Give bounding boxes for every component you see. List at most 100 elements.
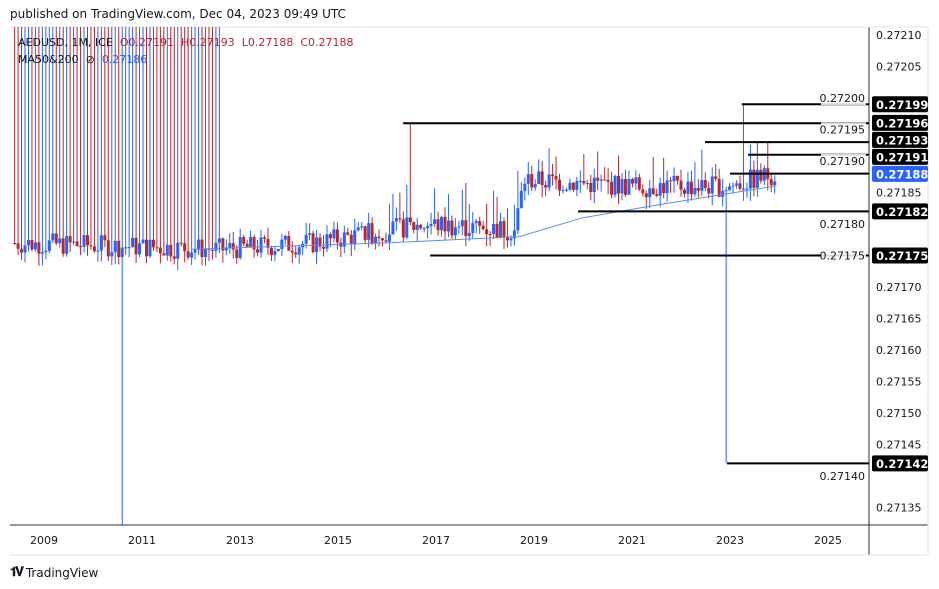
candle-down [623,178,627,195]
candle-up [613,175,617,195]
ohlc-open: O0.27191 [119,36,174,49]
candle-down [769,179,773,186]
y-tick-label-bg [821,122,866,137]
tradingview-brand[interactable]: 𝟏𝐕 TradingView [10,565,98,580]
y-tick-label: 0.27200 [820,92,866,105]
y-tick-label: 0.27175 [820,250,866,263]
candle-down [183,243,187,252]
candle-down [20,248,24,253]
candle-down [79,246,83,248]
candle-up [512,230,516,239]
candle-up [387,234,391,242]
candle-down [717,178,721,197]
candle-up [99,235,103,251]
candle-down [328,234,332,239]
candle-down [256,249,260,253]
candle-up [658,183,662,196]
candle-up [547,174,551,188]
candle-down [606,180,610,182]
level-price-label: 0.27175 [876,249,928,263]
candle-down [245,243,249,247]
candle-down [290,250,294,253]
candle-up [249,237,253,247]
candle-down [554,176,558,180]
candle-down [155,247,159,249]
candle-up [165,244,169,256]
y-tick-label: 0.27185 [876,187,922,200]
candle-up [259,237,263,253]
ma-indicator-label[interactable]: MA50&200 [18,53,79,66]
candle-up [568,182,572,190]
candle-up [422,228,426,230]
price-chart[interactable]: 2009 2011 2013 2015 2017 2019 2021 2023 2025 0.27… [0,0,939,560]
candle-up [283,235,287,240]
candle-down [655,194,659,196]
candle-up [578,180,582,182]
candle-up [710,176,714,194]
level-price-label: 0.27182 [876,205,928,219]
candle-down [207,248,211,250]
candle-down [158,247,162,254]
y-tick-label: 0.27160 [876,344,922,357]
candle-down [335,229,339,243]
candle-up [745,188,749,190]
candle-down [603,179,607,181]
candle-up [433,219,437,224]
eye-icon[interactable]: ⊘ [85,53,95,66]
symbol-info[interactable]: AEDUSD, 1M, ICE [18,36,113,49]
candle-up [592,177,596,193]
candle-down [571,182,575,190]
candle-down [221,238,225,251]
candle-up [471,223,475,234]
candle-down [68,236,72,243]
candle-down [384,240,388,242]
candle-up [672,175,676,182]
candle-up [426,226,430,229]
candle-down [294,252,298,255]
candle-up [492,223,496,235]
y-tick-label-bg [821,248,866,263]
y-tick-label: 0.27190 [820,155,866,168]
candle-up [325,234,329,249]
candle-down [162,253,166,256]
candle-up [332,229,336,239]
candle-down [464,220,468,237]
candle-down [186,251,190,258]
candle-down [669,180,673,182]
y-tick-label: 0.27135 [876,502,922,515]
ohlc-high: H0.27193 [180,36,235,49]
candle-up [474,221,478,224]
candle-down [412,222,416,230]
candle-down [144,239,148,257]
candle-up [721,190,725,197]
candle-down [485,229,489,235]
candle-down [696,187,700,191]
candle-up [575,181,579,190]
y-tick-label: 0.27155 [876,376,922,389]
candle-down [707,187,711,194]
x-tick-label: 2025 [814,534,842,547]
level-price-label-bg [872,247,928,264]
candle-down [318,237,322,247]
candle-down [544,185,548,188]
candle-down [252,237,256,250]
x-tick-label: 2021 [618,534,646,547]
candle-down [89,245,93,247]
candle-up [620,178,624,194]
candle-up [509,238,513,241]
candle-down [582,180,586,184]
candle-down [443,217,447,232]
candle-up [367,223,371,240]
candle-up [356,227,360,231]
candle-up [33,242,37,250]
current-price-label: 0.27188 [876,167,928,181]
candle-down [551,174,555,177]
candle-down [61,238,65,254]
current-price-label-bg [872,165,928,182]
candle-up [564,189,568,191]
y-tick-label: 0.27170 [876,281,922,294]
candle-down [322,246,326,249]
candle-down [266,238,270,248]
candle-down [502,221,506,237]
candle-down [210,249,214,251]
